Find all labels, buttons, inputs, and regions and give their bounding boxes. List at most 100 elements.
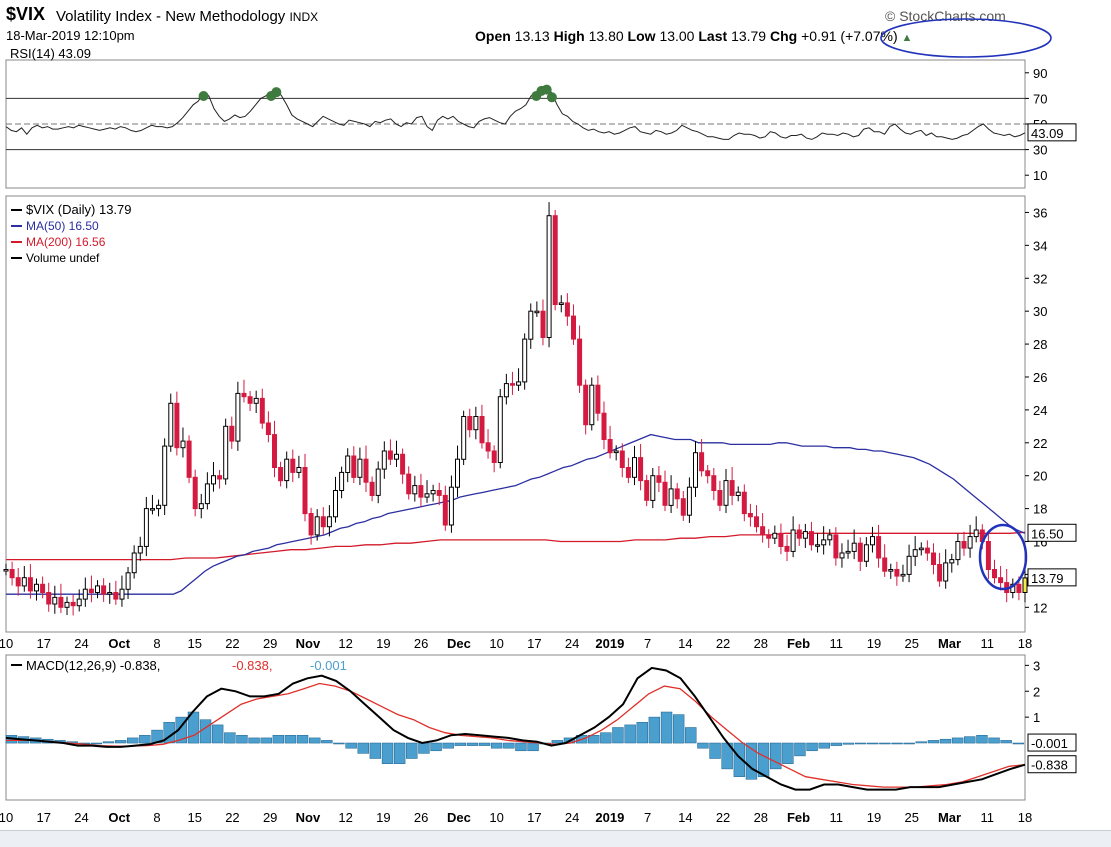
candle-body <box>931 552 936 565</box>
candle-body <box>638 457 644 482</box>
candle-body <box>845 550 851 554</box>
candle-body <box>546 215 552 338</box>
candle-body <box>101 585 107 595</box>
candle-body <box>613 450 619 454</box>
price-legend-entry: MA(200) 16.56 <box>26 235 106 249</box>
price-axis-tick-label: 30 <box>1033 304 1047 319</box>
price-axis-tick-label: 20 <box>1033 469 1047 484</box>
price-legend-entry: Volume undef <box>26 251 100 265</box>
candle-body <box>430 490 436 495</box>
candle-body <box>265 422 271 435</box>
price-last-label-box <box>1027 568 1077 587</box>
date-axis-bottom-tick-label: 22 <box>716 810 730 825</box>
macd-histogram-bar <box>248 737 260 744</box>
date-axis-bottom-tick-label: 24 <box>74 810 88 825</box>
rsi-overbought-marker <box>541 84 552 95</box>
candle-body <box>406 473 412 495</box>
candle-body <box>906 555 912 575</box>
candle-body <box>284 458 290 482</box>
last-value: 13.79 <box>731 28 767 44</box>
candle-body <box>552 215 558 305</box>
macd-axis-tick-label: 1 <box>1033 710 1040 725</box>
rsi-last-label-box <box>1027 123 1077 142</box>
candle-body <box>625 467 631 478</box>
macd-histogram-bar <box>381 742 394 764</box>
price-legend-entry: MA(50) 16.50 <box>26 219 99 233</box>
macd-histogram-bar <box>927 740 940 744</box>
macd-histogram-bar <box>175 716 187 744</box>
macd-histogram-bar <box>454 742 466 746</box>
candle-body <box>558 302 564 305</box>
date-axis-top-tick-label: 24 <box>74 636 88 651</box>
candle-body <box>528 310 534 340</box>
candle-body <box>894 569 900 577</box>
candle-body <box>418 485 424 498</box>
date-axis-bottom-tick-label: 24 <box>565 810 579 825</box>
candle-body <box>357 458 363 478</box>
macd-histogram-bar <box>697 742 709 749</box>
candle-body <box>522 338 528 383</box>
macd-histogram-bar <box>988 737 1000 744</box>
annotation-circle-price <box>978 523 1028 591</box>
candle-body <box>699 452 705 472</box>
low-label: Low <box>627 28 656 44</box>
date-axis-bottom-tick-label: 2019 <box>595 810 624 825</box>
macd-histogram-bar <box>418 742 430 754</box>
date-axis-bottom-tick-label: 29 <box>263 810 277 825</box>
candle-body <box>882 557 888 572</box>
candle-body <box>900 573 906 577</box>
candle-body <box>448 486 454 526</box>
date-axis-top-tick-label: 19 <box>376 636 390 651</box>
candle-body <box>253 397 259 404</box>
macd-hist-last-label: -0.001 <box>1031 736 1068 751</box>
candle-body <box>46 592 52 605</box>
candle-body <box>827 534 833 541</box>
candle-body <box>607 439 613 454</box>
date-axis-top-tick-label: Feb <box>787 636 810 651</box>
macd-histogram-bar <box>430 742 442 752</box>
macd-histogram-bar <box>964 736 976 744</box>
date-axis-bottom-tick-label: Mar <box>938 810 961 825</box>
macd-histogram-bar <box>818 742 830 749</box>
rsi-last-label: 43.09 <box>1031 126 1064 141</box>
candle-body <box>259 397 265 424</box>
price-panel <box>5 195 1026 633</box>
date-axis-top-tick-label: 10 <box>489 636 503 651</box>
high-value: 13.80 <box>588 28 624 44</box>
candle-body <box>955 541 961 561</box>
candle-body <box>821 539 827 546</box>
candle-body <box>387 450 393 460</box>
candle-body <box>436 490 442 496</box>
macd-histogram-bar <box>333 742 345 745</box>
macd-histogram-bar <box>976 735 988 744</box>
candle-body <box>571 315 576 340</box>
candle-body <box>34 583 39 592</box>
candle-body <box>333 490 338 518</box>
macd-histogram-bar <box>745 742 758 780</box>
candle-body <box>9 569 15 579</box>
candle-body <box>272 434 277 469</box>
index-name: Volatility Index - New Methodology INDX <box>56 8 318 25</box>
rsi-line <box>5 85 1026 140</box>
candle-body <box>595 384 601 414</box>
candle-body <box>583 384 589 426</box>
macd-histogram-bar <box>757 742 770 777</box>
candle-body <box>839 552 845 559</box>
candle-body <box>113 592 119 600</box>
candle-body <box>21 577 27 587</box>
candle-body <box>137 545 143 554</box>
macd-histogram-bar <box>406 742 418 759</box>
candle-body <box>888 569 894 572</box>
candle-body <box>918 547 924 551</box>
macd-legend-macd: MACD(12,26,9) -0.838, <box>26 658 160 673</box>
candle-body <box>186 440 192 478</box>
date-axis-top-tick-label: 22 <box>225 636 239 651</box>
macd-histogram-bar <box>915 741 927 744</box>
candle-body <box>143 508 149 547</box>
open-label: Open <box>475 28 511 44</box>
brand-logo[interactable]: © StockCharts.com <box>885 8 1006 24</box>
candle-body <box>863 544 869 562</box>
price-axis-tick-label: 32 <box>1033 271 1047 286</box>
ma50-line <box>6 433 1026 595</box>
